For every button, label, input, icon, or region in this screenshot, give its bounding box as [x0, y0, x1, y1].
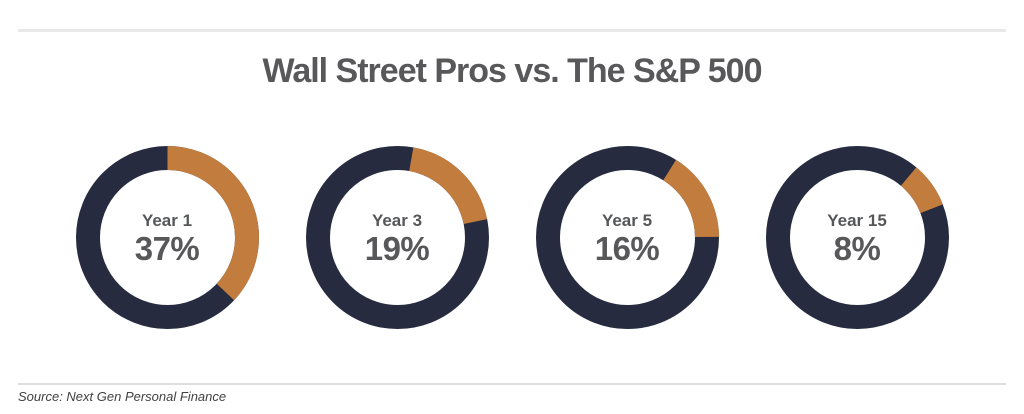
donut-ring-year-5	[535, 146, 719, 329]
donut-row: Year 1 37% Year 3 19% Year 5 16%	[0, 146, 1024, 329]
donut-chart-year-1: Year 1 37%	[75, 146, 259, 329]
chart-title: Wall Street Pros vs. The S&P 500	[262, 52, 762, 90]
donut-chart-year-3: Year 3 19%	[305, 146, 489, 329]
source-caption: Source: Next Gen Personal Finance	[18, 389, 227, 404]
top-divider	[18, 29, 1006, 32]
donut-chart-year-15: Year 15 8%	[765, 146, 949, 329]
donut-ring-year-3	[305, 146, 489, 329]
donut-chart-year-5: Year 5 16%	[535, 146, 719, 329]
donut-ring-year-15	[765, 146, 949, 329]
bottom-divider	[18, 383, 1006, 385]
donut-ring-year-1	[75, 146, 259, 329]
